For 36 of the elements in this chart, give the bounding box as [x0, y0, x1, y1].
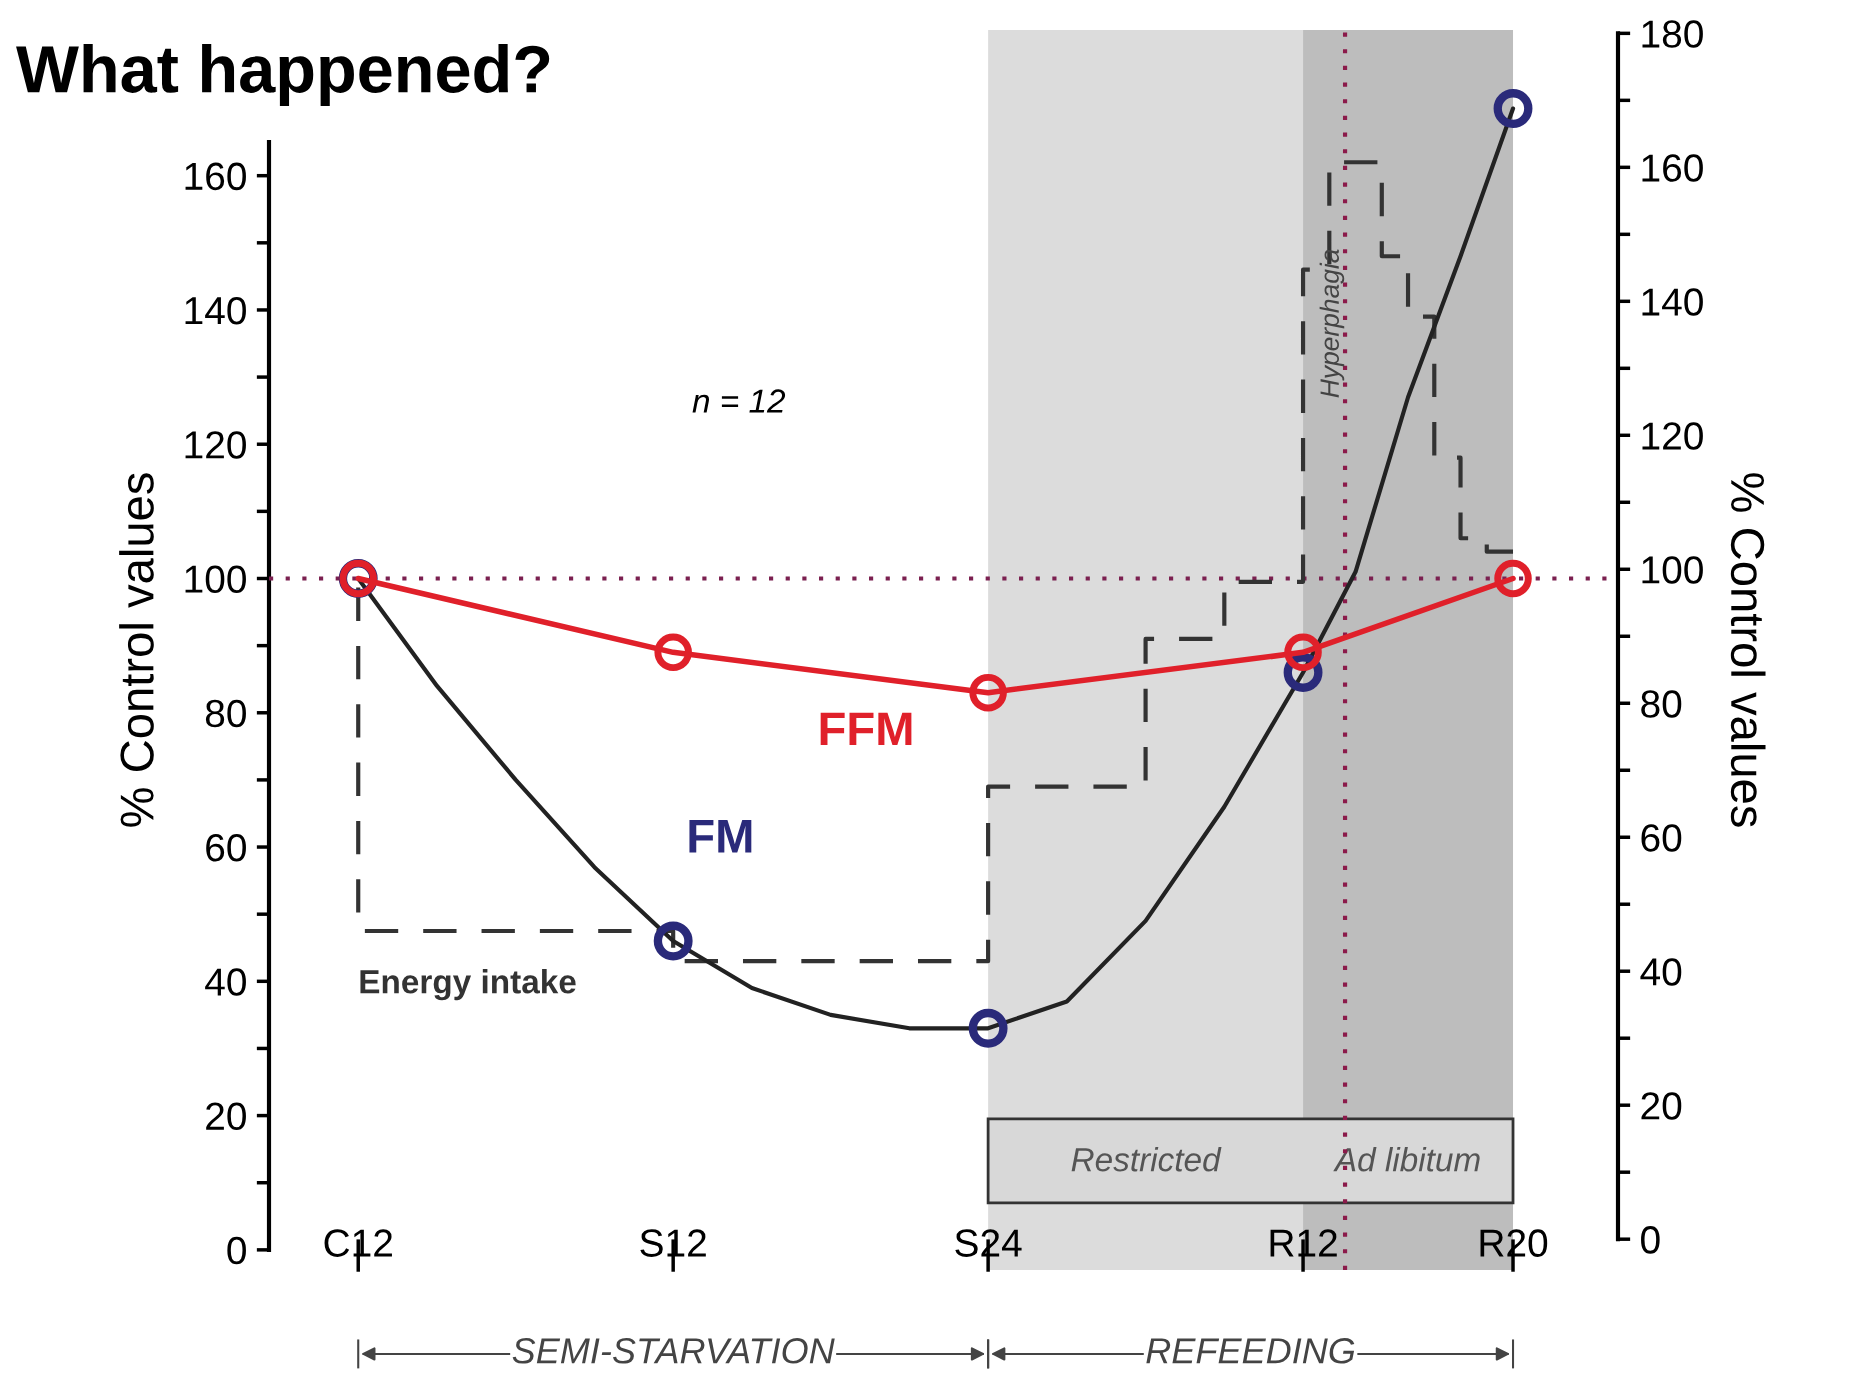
y-axis-title: % Control values — [119, 473, 154, 827]
band-label: Restricted — [1071, 1147, 1222, 1172]
y-tick-label: 40 — [205, 968, 246, 996]
x-tick-label: R20 — [1480, 1229, 1548, 1257]
x-tick-label: R12 — [1270, 1229, 1337, 1257]
y-tick-label: 100 — [185, 565, 246, 593]
y2-tick-label: 60 — [1641, 824, 1682, 852]
y-tick-label: 140 — [185, 296, 246, 325]
annotation: Hyperphagia — [1319, 249, 1345, 398]
y-tick-label: 160 — [185, 162, 246, 191]
band-label: Ad libitum — [1333, 1147, 1480, 1172]
y2-tick-label: 100 — [1642, 556, 1703, 584]
chart-title: What happened? — [16, 43, 550, 107]
y-tick-label: 60 — [206, 833, 246, 862]
annotation: Energy intake — [360, 969, 576, 1001]
y2-tick-label: 40 — [1640, 958, 1682, 986]
y2-tick-label: 180 — [1642, 20, 1703, 48]
y2-tick-label: 20 — [1641, 1092, 1682, 1120]
y2-tick-label: 120 — [1642, 422, 1703, 450]
y2-tick-label: 140 — [1642, 288, 1703, 316]
x-tick-label: C12 — [324, 1229, 392, 1257]
series-label: FM — [689, 820, 752, 853]
y2-axis-title: % Control values — [1730, 473, 1766, 827]
y-tick-label: 80 — [205, 699, 246, 728]
y2-tick-label: 80 — [1641, 690, 1682, 718]
text: REFEEDING — [1146, 1338, 1355, 1364]
y2-tick-label: 160 — [1642, 154, 1703, 182]
y-tick-label: 120 — [185, 431, 246, 459]
y2-tick-label: 0 — [1641, 1226, 1660, 1254]
y-tick-label: 0 — [227, 1236, 246, 1265]
y-tick-label: 20 — [206, 1102, 246, 1131]
x-tick-label: S24 — [955, 1229, 1022, 1257]
text: SEMI-STARVATION — [512, 1338, 835, 1364]
series-label: FFM — [820, 712, 912, 746]
annotation: n = 12 — [692, 389, 786, 413]
x-tick-label: S12 — [640, 1229, 706, 1257]
